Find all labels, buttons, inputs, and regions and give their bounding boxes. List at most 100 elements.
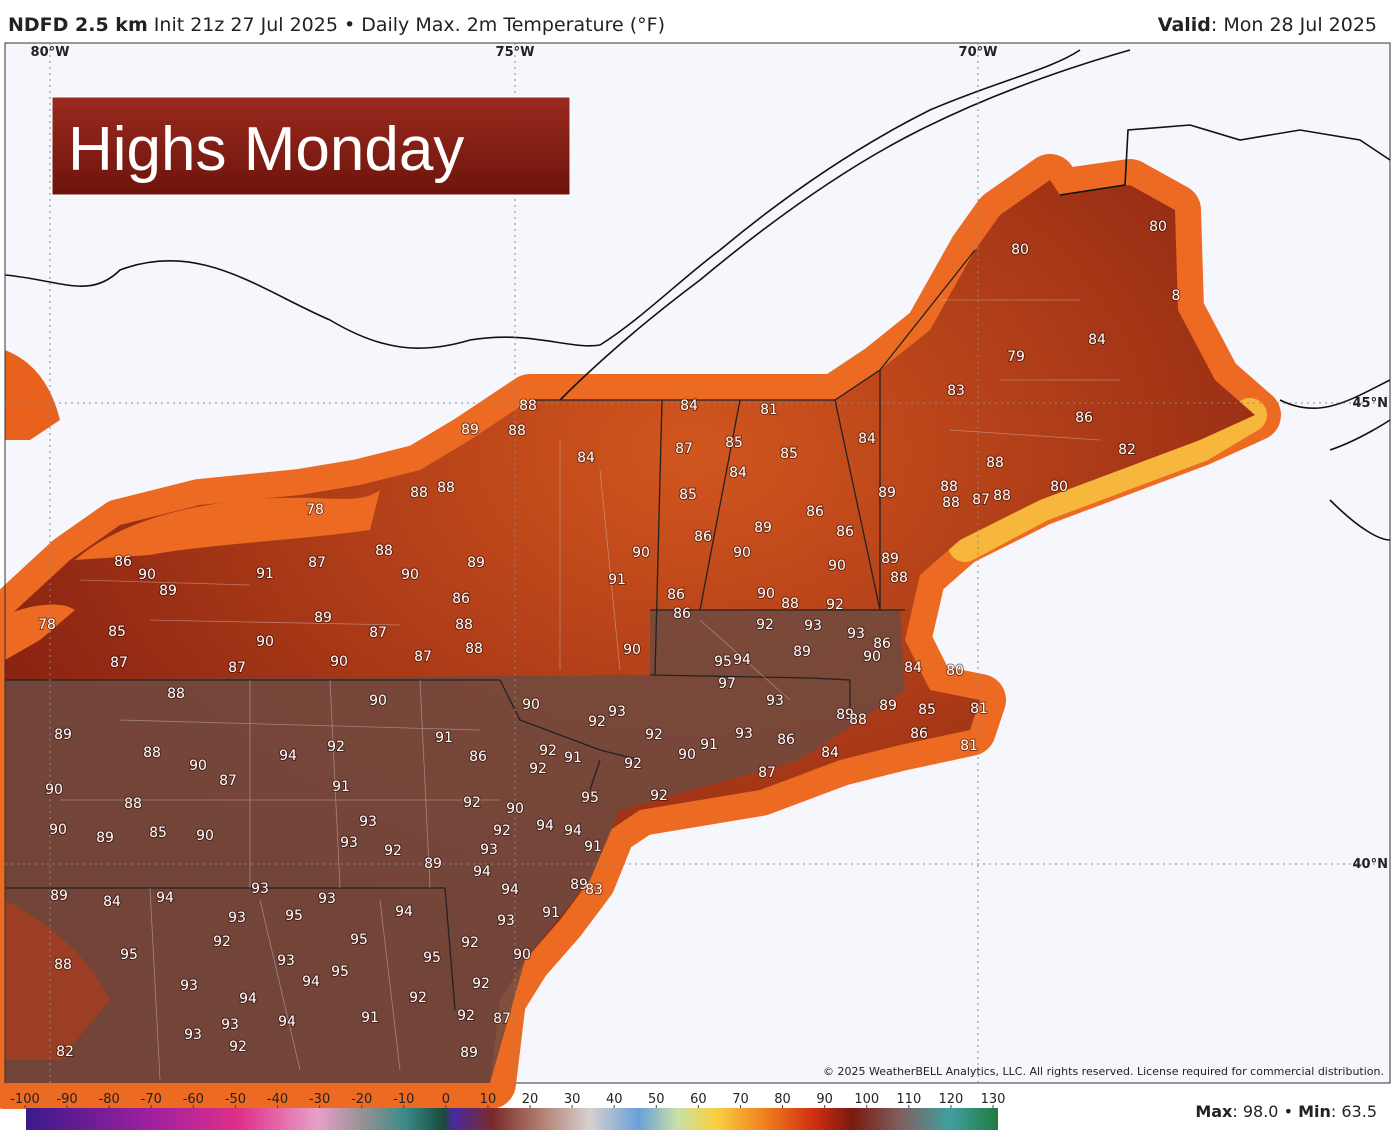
title-overlay: Highs Monday [51, 96, 571, 196]
temperature-label: 91 [332, 779, 350, 795]
colorbar [26, 1108, 998, 1130]
temperature-label: 87 [414, 649, 432, 665]
colorbar-label: 100 [854, 1092, 879, 1107]
temperature-label: 89 [50, 888, 68, 904]
temperature-label: 91 [564, 750, 582, 766]
temperature-label: 94 [501, 882, 519, 898]
valid-label: Valid [1158, 14, 1211, 36]
temperature-label: 86 [673, 606, 691, 622]
temperature-label: 94 [239, 991, 257, 1007]
temperature-label: 92 [461, 935, 479, 951]
temperature-label: 89 [54, 727, 72, 743]
temperature-label: 91 [584, 839, 602, 855]
temperature-label: 90 [863, 649, 881, 665]
temperature-label: 84 [1088, 332, 1106, 348]
temperature-label: 94 [536, 818, 554, 834]
temperature-label: 90 [632, 545, 650, 561]
temperature-label: 87 [369, 625, 387, 641]
temperature-label: 92 [213, 934, 231, 950]
colorbar-label: -10 [393, 1092, 414, 1107]
temperature-label: 92 [327, 739, 345, 755]
temperature-label: 87 [972, 492, 990, 508]
temperature-label: 86 [777, 732, 795, 748]
temperature-label: 89 [879, 698, 897, 714]
temperature-label: 90 [401, 567, 419, 583]
temperature-label: 89 [754, 520, 772, 536]
temperature-label: 89 [424, 856, 442, 872]
temperature-label: 89 [96, 830, 114, 846]
lon-label: 80°W [31, 45, 70, 60]
temperature-label: 92 [539, 743, 557, 759]
temperature-label: 92 [463, 795, 481, 811]
temperature-label: 86 [694, 529, 712, 545]
temperature-label: 92 [529, 761, 547, 777]
temperature-label: 90 [828, 558, 846, 574]
temperature-label: 92 [756, 617, 774, 633]
lat-label: 40°N [1353, 857, 1388, 872]
temperature-label: 82 [1118, 442, 1136, 458]
temperature-label: 93 [804, 618, 822, 634]
temperature-label: 88 [455, 617, 473, 633]
colorbar-label: 0 [442, 1092, 450, 1107]
colorbar-label: -40 [267, 1092, 288, 1107]
header: NDFD 2.5 km Init 21z 27 Jul 2025 • Daily… [8, 14, 1377, 36]
temperature-label: 93 [318, 891, 336, 907]
temperature-label: 84 [904, 660, 922, 676]
temperature-label: 87 [758, 765, 776, 781]
temperature-label: 90 [256, 634, 274, 650]
temperature-label: 88 [849, 712, 867, 728]
temperature-label: 84 [680, 398, 698, 414]
temperature-label: 85 [149, 825, 167, 841]
temperature-label: 89 [467, 555, 485, 571]
temperature-label: 93 [735, 726, 753, 742]
temperature-label: 94 [302, 974, 320, 990]
temperature-label: 89 [881, 551, 899, 567]
temperature-label: 83 [947, 383, 965, 399]
temperature-label: 93 [251, 881, 269, 897]
temperature-label: 93 [184, 1027, 202, 1043]
temperature-label: 90 [623, 642, 641, 658]
temperature-label: 89 [793, 644, 811, 660]
temperature-label: 86 [806, 504, 824, 520]
temperature-label: 90 [49, 822, 67, 838]
temperature-label: 84 [858, 431, 876, 447]
temperature-label: 92 [384, 843, 402, 859]
temperature-label: 87 [110, 655, 128, 671]
lake-erie [5, 604, 75, 660]
colorbar-label: 20 [522, 1092, 539, 1107]
lon-label: 75°W [496, 45, 535, 60]
temperature-label: 95 [331, 964, 349, 980]
county-lines [60, 299, 1120, 1081]
temperature-label: 91 [608, 572, 626, 588]
temperature-label: 89 [878, 485, 896, 501]
temperature-label: 88 [508, 423, 526, 439]
temperature-label: 93 [497, 913, 515, 929]
separator: • [1278, 1102, 1298, 1121]
model: NDFD 2.5 km [8, 14, 148, 36]
temperature-label: 88 [54, 957, 72, 973]
colorbar-label: 90 [816, 1092, 833, 1107]
temperature-label: 92 [645, 727, 663, 743]
temperature-label: 94 [278, 1014, 296, 1030]
colorbar-label: 40 [606, 1092, 623, 1107]
temperature-label: 97 [718, 676, 736, 692]
colorbar-label: 110 [896, 1092, 921, 1107]
temperature-label: 88 [410, 485, 428, 501]
temperature-label: 86 [114, 554, 132, 570]
temperature-label: 85 [108, 624, 126, 640]
max-label: Max [1195, 1102, 1233, 1121]
stats: Max: 98.0 • Min: 63.5 [1195, 1102, 1377, 1121]
temperature-label: 92 [472, 976, 490, 992]
temperature-label: 90 [522, 697, 540, 713]
temperature-label: 90 [678, 747, 696, 763]
temperature-label: 88 [940, 479, 958, 495]
nova-scotia [1279, 379, 1391, 541]
temperature-label: 86 [873, 636, 891, 652]
temperature-label: 93 [228, 910, 246, 926]
temperature-label: 87 [493, 1011, 511, 1027]
temperature-label: 94 [564, 823, 582, 839]
temperature-label: 89 [314, 610, 332, 626]
temperature-label: 85 [780, 446, 798, 462]
temperature-label: 94 [473, 864, 491, 880]
